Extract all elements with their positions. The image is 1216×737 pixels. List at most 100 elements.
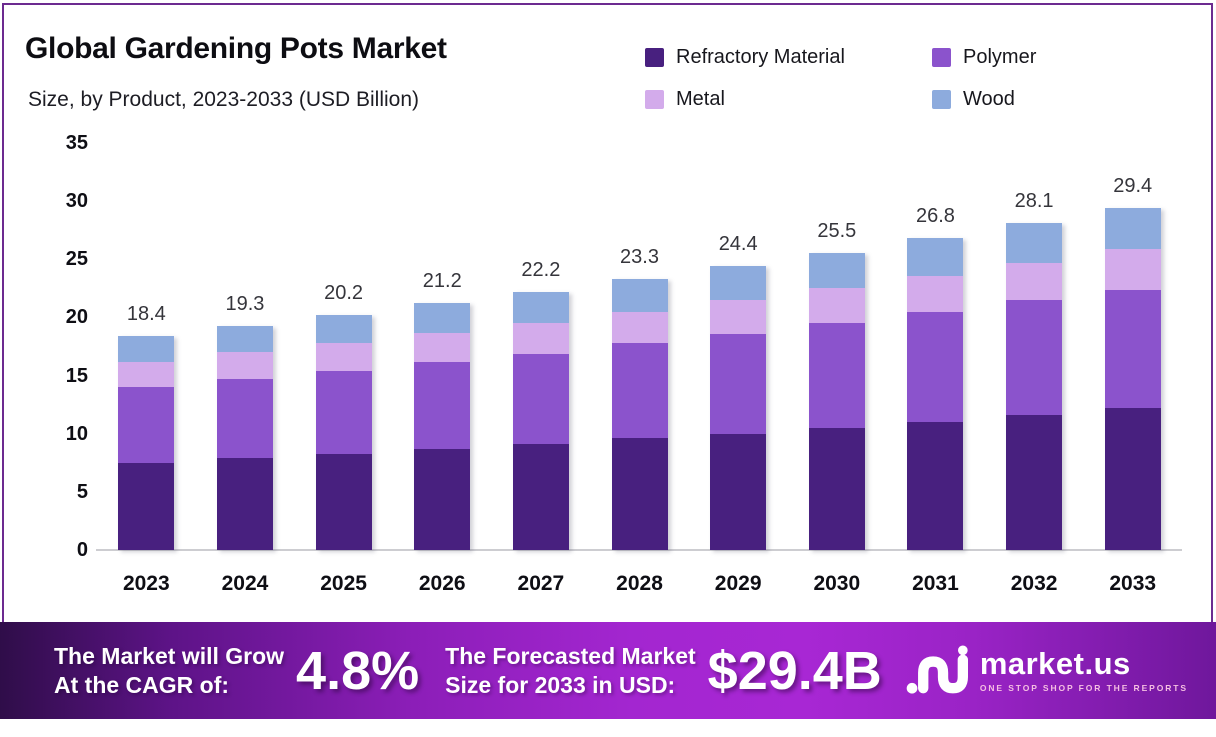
segment-wood xyxy=(808,253,865,289)
segment-polymer xyxy=(1104,289,1161,409)
bar-stack-2032 xyxy=(1006,223,1063,550)
bar-2028: 23.3 xyxy=(590,143,689,550)
x-tick-2030: 2030 xyxy=(813,572,861,595)
bar-2031: 26.8 xyxy=(886,143,985,550)
page-title: Global Gardening Pots Market xyxy=(25,32,447,65)
logo-tagline: ONE STOP SHOP FOR THE REPORTS xyxy=(979,683,1188,693)
segment-metal xyxy=(315,343,372,371)
y-tick-20: 20 xyxy=(65,306,88,329)
footer-banner: The Market will Grow At the CAGR of: 4.8… xyxy=(0,622,1216,719)
bar-total-label-2023: 18.4 xyxy=(126,303,166,326)
x-tick-2028: 2028 xyxy=(616,572,663,595)
segment-wood xyxy=(907,238,964,276)
chart-legend: Refractory Material Polymer Metal Wood xyxy=(645,46,1036,111)
market-us-logo-icon xyxy=(906,645,968,694)
legend-item-metal: Metal xyxy=(645,88,932,111)
segment-refractory-material xyxy=(1006,415,1063,550)
bar-series-area: 18.4 19.3 20.2 21.2 22.2 23.3 24.4 25.5 26.8 28.1… xyxy=(97,143,1182,550)
segment-metal xyxy=(1104,248,1161,290)
segment-wood xyxy=(315,315,372,344)
y-tick-10: 10 xyxy=(65,422,88,445)
bar-2023: 18.4 xyxy=(97,143,196,550)
legend-label: Metal xyxy=(676,88,725,110)
segment-polymer xyxy=(118,387,175,463)
x-tick-2033: 2033 xyxy=(1109,572,1157,595)
bar-2026: 21.2 xyxy=(393,143,492,550)
segment-refractory-material xyxy=(907,422,964,550)
x-axis-labels: 2023 2024 2025 2026 2027 2028 2029 2030 2031 2032… xyxy=(97,572,1182,596)
segment-refractory-material xyxy=(512,444,569,550)
y-tick-15: 15 xyxy=(65,364,88,387)
bar-2024: 19.3 xyxy=(196,143,295,550)
bar-total-label-2024: 19.3 xyxy=(225,292,265,315)
segment-refractory-material xyxy=(611,438,668,550)
forecast-value: $29.4B xyxy=(707,640,882,701)
bar-stack-2024 xyxy=(216,325,273,550)
segment-metal xyxy=(611,311,668,344)
segment-metal xyxy=(414,332,471,362)
x-tick-2025: 2025 xyxy=(320,572,367,595)
y-tick-35: 35 xyxy=(65,132,88,154)
cagr-label-line1: The Market will Grow xyxy=(54,642,285,669)
segment-metal xyxy=(907,275,964,312)
bar-2029: 24.4 xyxy=(689,143,788,550)
x-tick-2027: 2027 xyxy=(517,572,565,595)
x-tick-2024: 2024 xyxy=(221,572,269,595)
bar-stack-2031 xyxy=(907,238,964,550)
segment-metal xyxy=(512,323,569,354)
segment-wood xyxy=(1104,208,1161,249)
legend-label: Refractory Material xyxy=(676,46,845,68)
forecast-label: The Forecasted Market Size for 2033 in U… xyxy=(445,642,696,700)
bar-stack-2027 xyxy=(512,291,569,550)
bar-2030: 25.5 xyxy=(787,143,886,550)
bar-stack-2030 xyxy=(808,253,865,550)
segment-polymer xyxy=(611,343,668,439)
bar-total-label-2032: 28.1 xyxy=(1014,190,1054,213)
segment-polymer xyxy=(808,323,865,428)
legend-label: Wood xyxy=(963,88,1015,110)
x-tick-2029: 2029 xyxy=(714,572,762,595)
legend-item-wood: Wood xyxy=(932,88,1036,111)
x-tick-2023: 2023 xyxy=(122,572,170,595)
segment-metal xyxy=(1006,262,1063,301)
segment-refractory-material xyxy=(1104,408,1161,550)
logo-name: market.us xyxy=(979,646,1131,681)
bar-2025: 20.2 xyxy=(294,143,393,550)
segment-polymer xyxy=(216,379,273,459)
market-us-logo: market.us ONE STOP SHOP FOR THE REPORTS xyxy=(906,643,1188,699)
segment-wood xyxy=(512,291,569,324)
legend-item-polymer: Polymer xyxy=(932,46,1036,69)
bar-total-label-2028: 23.3 xyxy=(620,246,659,269)
segment-polymer xyxy=(414,361,471,449)
bar-2033: 29.4 xyxy=(1083,143,1182,550)
segment-metal xyxy=(808,288,865,324)
bar-total-label-2033: 29.4 xyxy=(1113,175,1153,198)
logo-text-block: market.us ONE STOP SHOP FOR THE REPORTS xyxy=(980,648,1188,693)
bar-total-label-2030: 25.5 xyxy=(817,220,857,243)
cagr-label-line2: At the CAGR of: xyxy=(54,671,230,698)
forecast-label-line1: The Forecasted Market xyxy=(445,642,696,669)
segment-metal xyxy=(710,300,767,334)
segment-refractory-material xyxy=(118,462,175,550)
bar-2032: 28.1 xyxy=(985,143,1084,550)
bar-stack-2033 xyxy=(1104,208,1161,550)
segment-refractory-material xyxy=(808,427,865,550)
x-axis-baseline xyxy=(96,549,1182,551)
segment-metal xyxy=(118,361,175,388)
segment-wood xyxy=(414,303,471,333)
segment-refractory-material xyxy=(414,448,471,550)
segment-polymer xyxy=(710,333,767,434)
legend-swatch-icon xyxy=(645,90,664,109)
legend-item-refractory-material: Refractory Material xyxy=(645,46,932,69)
bar-total-label-2026: 21.2 xyxy=(422,270,462,293)
legend-swatch-icon xyxy=(932,48,951,67)
bar-total-label-2029: 24.4 xyxy=(718,233,758,256)
segment-polymer xyxy=(907,311,964,423)
x-tick-2031: 2031 xyxy=(912,572,959,595)
x-tick-2026: 2026 xyxy=(418,572,466,595)
y-tick-5: 5 xyxy=(76,480,88,503)
segment-refractory-material xyxy=(710,433,767,550)
cagr-value: 4.8% xyxy=(296,640,420,701)
segment-wood xyxy=(710,266,767,301)
